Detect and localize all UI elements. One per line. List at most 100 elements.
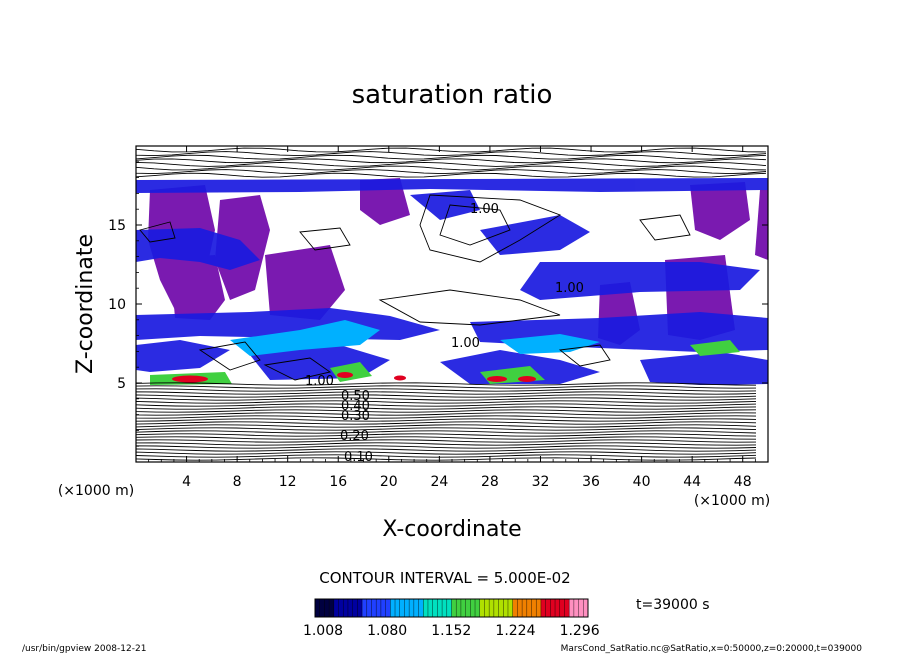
colorbar-swatch [352, 599, 358, 617]
contour-line-lower [136, 436, 757, 440]
colorbar-swatch [329, 599, 335, 617]
colorbar-swatch [484, 599, 490, 617]
colorbar-swatch [460, 599, 466, 617]
x-tick-label: 44 [683, 474, 701, 490]
colorbar-swatch [399, 599, 405, 617]
colorbar-swatch [517, 599, 523, 617]
colorbar-swatch [338, 599, 344, 617]
contour-line-lower [136, 403, 757, 407]
y-tick-label: 10 [108, 297, 126, 313]
colorbar-swatch [578, 599, 584, 617]
colorbar-tick-label: 1.296 [560, 623, 600, 639]
colorbar-swatch [550, 599, 556, 617]
colorbar-swatch [583, 599, 589, 617]
x-tick-label: 4 [182, 474, 191, 490]
x-axis: 4 8 12 16 20 24 28 32 36 40 44 48 [148, 146, 756, 490]
contour-line-lower [136, 445, 757, 449]
moderate-saturation-regions [136, 178, 768, 385]
colorbar-swatch [545, 599, 551, 617]
y-unit-label: (×1000 m) [58, 483, 134, 499]
time-label: t=39000 s [636, 597, 710, 613]
colorbar-swatch [512, 599, 518, 617]
x-tick-label: 16 [329, 474, 347, 490]
plot-area [136, 146, 768, 462]
colorbar-swatch [371, 599, 377, 617]
colorbar-tick-label: 1.224 [495, 623, 535, 639]
colorbar-swatch [465, 599, 471, 617]
colorbar-swatch [413, 599, 419, 617]
colorbar-swatch [456, 599, 462, 617]
contour-line-lower [136, 409, 757, 413]
peak-saturation-spots [172, 372, 536, 383]
colorbar-tick-label: 1.008 [303, 623, 343, 639]
contour-line-lower [136, 457, 757, 461]
y-axis-label: Z-coordinate [73, 234, 98, 374]
colorbar-swatch [569, 599, 575, 617]
colorbar-swatch [451, 599, 457, 617]
colorbar-tick-labels: 1.008 1.080 1.152 1.224 1.296 [303, 623, 600, 639]
colorbar-swatch [536, 599, 542, 617]
colorbar-swatch [385, 599, 391, 617]
colorbar-tick-label: 1.152 [431, 623, 471, 639]
x-tick-label: 48 [734, 474, 752, 490]
colorbar-swatch [540, 599, 546, 617]
contour-line-lower [136, 451, 757, 455]
contour-line-lower [136, 418, 757, 422]
contour-interval-label: CONTOUR INTERVAL = 5.000E-02 [319, 569, 570, 587]
contour-label-0-40: 0.40 [341, 399, 370, 414]
colorbar-swatch [366, 599, 372, 617]
x-unit-label: (×1000 m) [694, 493, 770, 509]
colorbar [314, 598, 589, 618]
contour-label-0-30: 0.30 [341, 409, 370, 424]
colorbar-swatch [498, 599, 504, 617]
x-tick-label: 24 [430, 474, 448, 490]
footer-left: /usr/bin/gpview 2008-12-21 [22, 644, 146, 654]
colorbar-swatch [442, 599, 448, 617]
contour-label-1-00-b: 1.00 [451, 336, 480, 351]
colorbar-swatch [324, 599, 330, 617]
contour-line-upper [136, 151, 767, 157]
y-tick-label: 5 [117, 376, 126, 392]
contour-label-0-10: 0.10 [344, 450, 373, 465]
contour-label-0-20: 0.20 [340, 429, 369, 444]
contour-line-lower [136, 427, 757, 431]
contour-line-upper [136, 165, 767, 171]
y-axis: 5 10 15 [108, 161, 768, 447]
colorbar-swatch [333, 599, 339, 617]
colorbar-swatch [376, 599, 382, 617]
colorbar-swatch [507, 599, 513, 617]
contour-line-upper [136, 154, 767, 160]
contour-line-lower [136, 448, 757, 452]
colorbar-swatch [559, 599, 565, 617]
y-tick-label: 15 [108, 218, 126, 234]
colorbar-swatch [475, 599, 481, 617]
chart-title: saturation ratio [352, 80, 553, 110]
contour-line-upper [136, 161, 767, 167]
colorbar-swatch [380, 599, 386, 617]
contour-line-upper [136, 169, 767, 175]
contour-label-0-50: 0.50 [341, 389, 370, 404]
colorbar-swatch [526, 599, 532, 617]
colorbar-swatch [319, 599, 325, 617]
colorbar-swatch [522, 599, 528, 617]
contour-line-lower [136, 400, 757, 404]
contour-labels: 0.10 0.20 0.30 0.40 0.50 1.00 1.00 1.00 … [305, 202, 584, 465]
colorbar-swatch [423, 599, 429, 617]
contour-line-lower [136, 385, 757, 389]
colorbar-swatch [470, 599, 476, 617]
contour-line-lower [136, 415, 757, 419]
colorbar-swatch [489, 599, 495, 617]
contour-line-upper [136, 147, 767, 153]
contour-line-upper [136, 172, 767, 178]
colorbar-swatch [479, 599, 485, 617]
contour-line-lower [136, 430, 757, 434]
contour-line-lower [136, 439, 757, 443]
contour-line-lower [136, 442, 757, 446]
contour-line-lower [136, 406, 757, 410]
colorbar-swatch [347, 599, 353, 617]
contour-label-1-00-c: 1.00 [555, 281, 584, 296]
x-axis-label: X-coordinate [382, 517, 521, 542]
colorbar-swatch [531, 599, 537, 617]
colorbar-swatch [446, 599, 452, 617]
contour-label-1-00-d: 1.00 [305, 374, 334, 389]
